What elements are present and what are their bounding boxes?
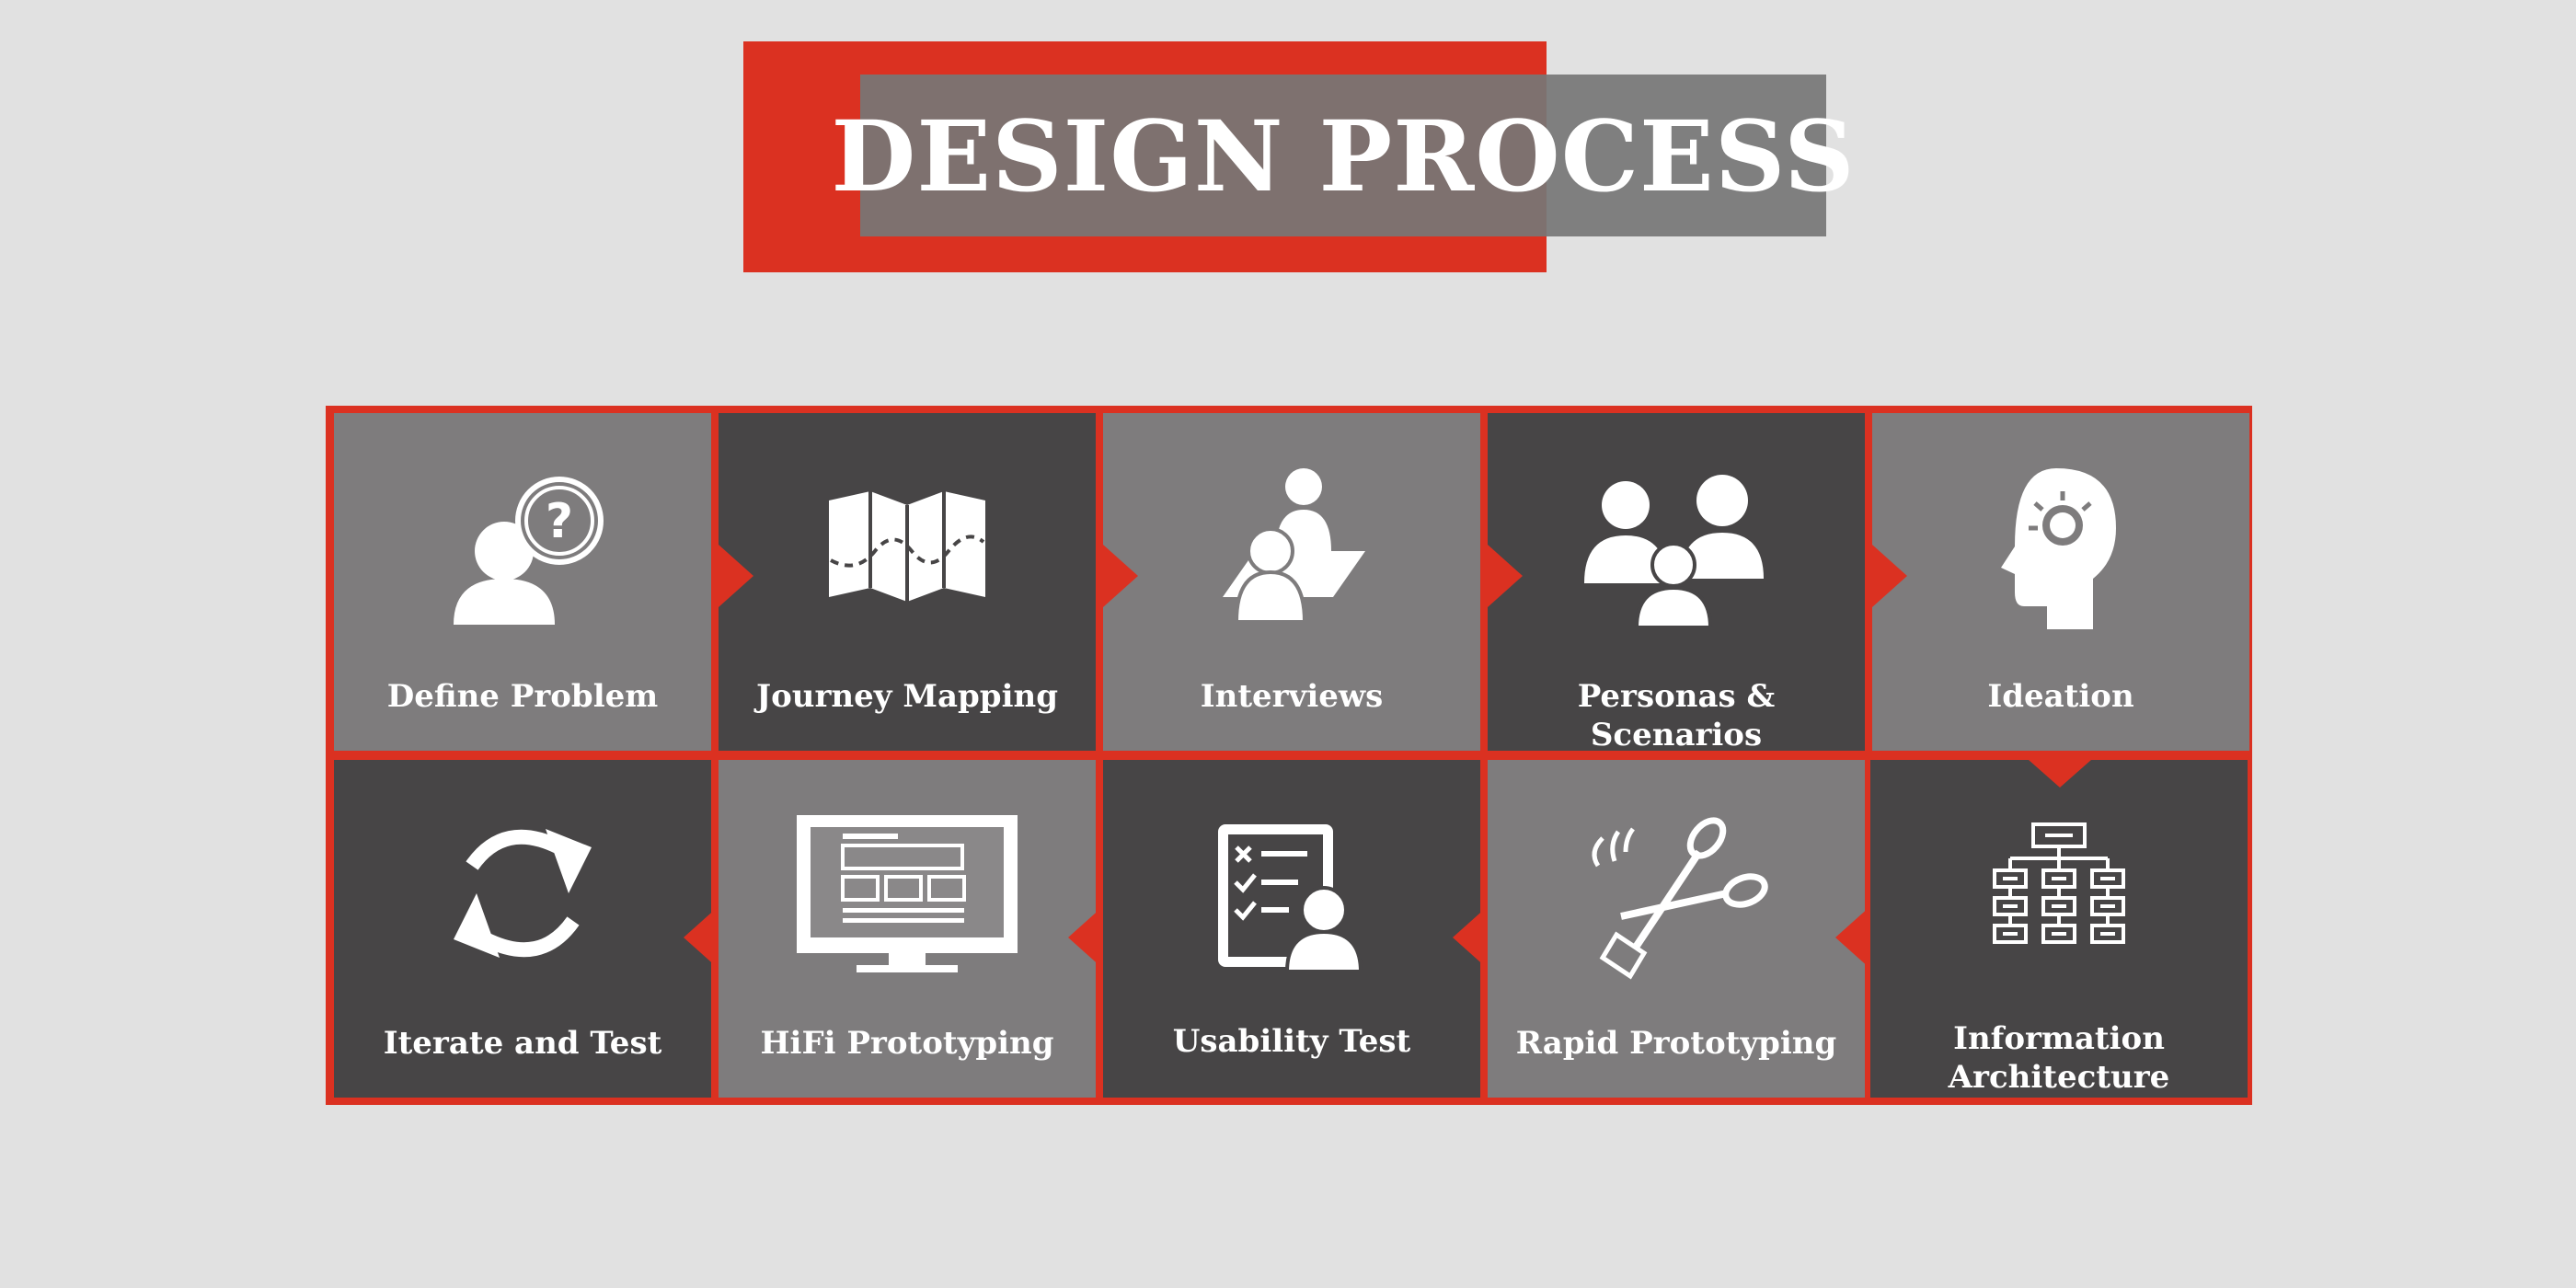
flow-arrow-left — [1835, 906, 1870, 969]
flow-arrow-left — [1453, 906, 1488, 969]
scissors-icon — [1488, 806, 1865, 981]
interview-people-icon — [1103, 459, 1480, 634]
step-journey-mapping: Journey Mapping — [719, 413, 1096, 751]
flow-arrow-left — [1068, 906, 1103, 969]
svg-text:?: ? — [546, 494, 573, 549]
page-title: DESIGN PROCESS — [831, 98, 1856, 213]
sitemap-icon — [1870, 806, 2248, 981]
title-gray-block — [860, 75, 1826, 236]
flow-arrow-down — [2029, 760, 2091, 788]
step-ideation: Ideation — [1872, 413, 2249, 751]
flow-arrow-left — [684, 906, 719, 969]
step-label: HiFi Prototyping — [760, 1025, 1054, 1062]
step-label: Information Architecture — [1948, 1020, 2170, 1096]
head-lightbulb-icon — [1872, 459, 2249, 634]
step-define-problem: ? Define Problem — [334, 413, 711, 751]
flow-arrow-right — [1488, 545, 1523, 607]
step-label: Personas & Scenarios — [1577, 678, 1776, 753]
step-label: Journey Mapping — [756, 678, 1058, 715]
cycle-arrows-icon — [334, 806, 711, 981]
step-label: Ideation — [1987, 678, 2134, 715]
folded-map-icon — [719, 459, 1096, 634]
step-label: Interviews — [1200, 678, 1384, 715]
process-grid: ? Define Problem Journey Mapping Intervi… — [326, 406, 2252, 1105]
flow-arrow-right — [719, 545, 753, 607]
step-hifi-prototyping: HiFi Prototyping — [719, 760, 1096, 1098]
step-label: Define Problem — [386, 678, 659, 715]
step-label: Rapid Prototyping — [1515, 1025, 1837, 1062]
checklist-person-icon — [1103, 806, 1480, 981]
step-interviews: Interviews — [1103, 413, 1480, 751]
step-iterate-test: Iterate and Test — [334, 760, 711, 1098]
step-usability-test: Usability Test — [1103, 760, 1480, 1098]
step-personas-scenarios: Personas & Scenarios — [1488, 413, 1865, 753]
flow-arrow-right — [1872, 545, 1907, 607]
persona-group-icon — [1488, 459, 1865, 634]
monitor-wireframe-icon — [719, 806, 1096, 981]
person-question-icon: ? — [334, 459, 711, 634]
flow-arrow-right — [1103, 545, 1138, 607]
step-information-architecture: Information Architecture — [1870, 760, 2248, 1098]
step-rapid-prototyping: Rapid Prototyping — [1488, 760, 1865, 1098]
step-label: Iterate and Test — [383, 1025, 662, 1062]
step-label: Usability Test — [1172, 1023, 1411, 1060]
